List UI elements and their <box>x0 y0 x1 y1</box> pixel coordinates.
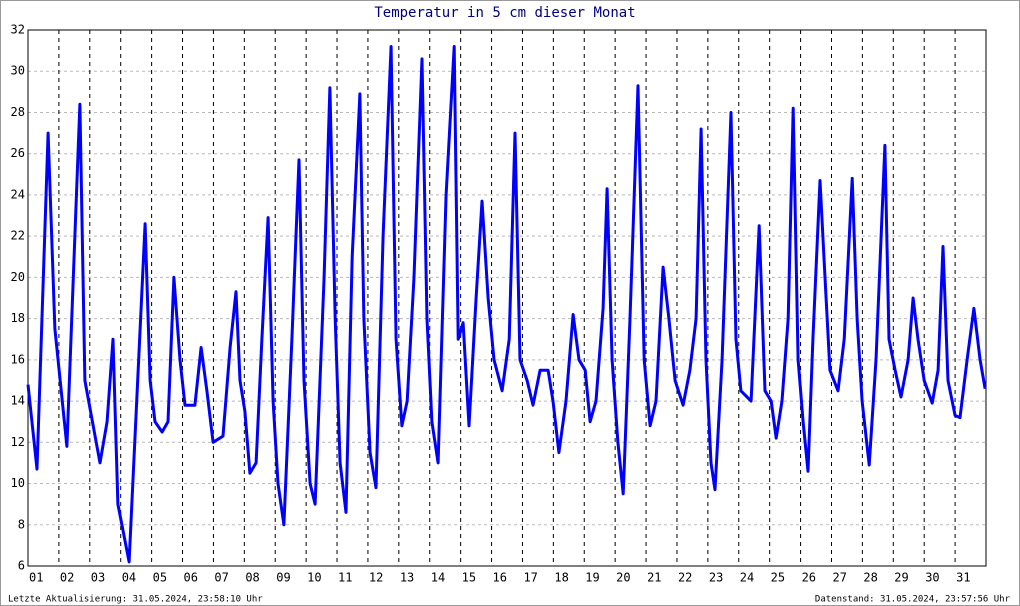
temperature-line <box>26 45 987 564</box>
y-tick-label: 24 <box>11 187 25 201</box>
x-tick-label: 19 <box>585 571 599 585</box>
y-tick-label: 8 <box>18 517 25 531</box>
footer-left: Letzte Aktualisierung: 31.05.2024, 23:58… <box>8 595 263 605</box>
y-tick-label: 22 <box>11 229 25 243</box>
x-tick-label: 05 <box>153 571 167 585</box>
y-tick-label: 16 <box>11 352 25 366</box>
x-tick-label: 18 <box>554 571 568 585</box>
y-tick-label: 18 <box>11 311 25 325</box>
x-tick-label: 15 <box>462 571 476 585</box>
y-tick-label: 6 <box>18 559 25 573</box>
x-tick-label: 03 <box>91 571 105 585</box>
x-tick-label: 20 <box>616 571 630 585</box>
x-tick-label: 31 <box>956 571 970 585</box>
x-tick-label: 24 <box>740 571 754 585</box>
x-tick-label: 02 <box>60 571 74 585</box>
x-tick-label: 28 <box>863 571 877 585</box>
x-tick-label: 10 <box>307 571 321 585</box>
y-tick-label: 30 <box>11 64 25 78</box>
chart-title: Temperatur in 5 cm dieser Monat <box>374 5 635 21</box>
x-tick-label: 01 <box>29 571 43 585</box>
x-tick-label: 14 <box>431 571 445 585</box>
x-tick-label: 21 <box>647 571 661 585</box>
y-tick-label: 12 <box>11 435 25 449</box>
x-tick-label: 16 <box>493 571 507 585</box>
footer-right: Datenstand: 31.05.2024, 23:57:56 Uhr <box>815 595 1011 605</box>
x-tick-label: 26 <box>802 571 816 585</box>
y-tick-label: 28 <box>11 105 25 119</box>
x-tick-label: 12 <box>369 571 383 585</box>
x-tick-label: 11 <box>338 571 352 585</box>
y-tick-label: 10 <box>11 476 25 490</box>
y-tick-label: 32 <box>11 23 25 37</box>
x-tick-label: 30 <box>925 571 939 585</box>
x-tick-label: 27 <box>832 571 846 585</box>
x-tick-label: 17 <box>523 571 537 585</box>
x-tick-label: 07 <box>214 571 228 585</box>
y-tick-label: 20 <box>11 270 25 284</box>
x-tick-label: 25 <box>771 571 785 585</box>
x-tick-label: 29 <box>894 571 908 585</box>
x-tick-label: 06 <box>184 571 198 585</box>
x-tick-label: 09 <box>276 571 290 585</box>
x-tick-label: 23 <box>709 571 723 585</box>
plot-border <box>27 29 987 567</box>
x-tick-label: 04 <box>122 571 136 585</box>
x-tick-label: 13 <box>400 571 414 585</box>
y-tick-label: 26 <box>11 146 25 160</box>
x-tick-label: 08 <box>245 571 259 585</box>
y-tick-label: 14 <box>11 394 25 408</box>
x-tick-label: 22 <box>678 571 692 585</box>
